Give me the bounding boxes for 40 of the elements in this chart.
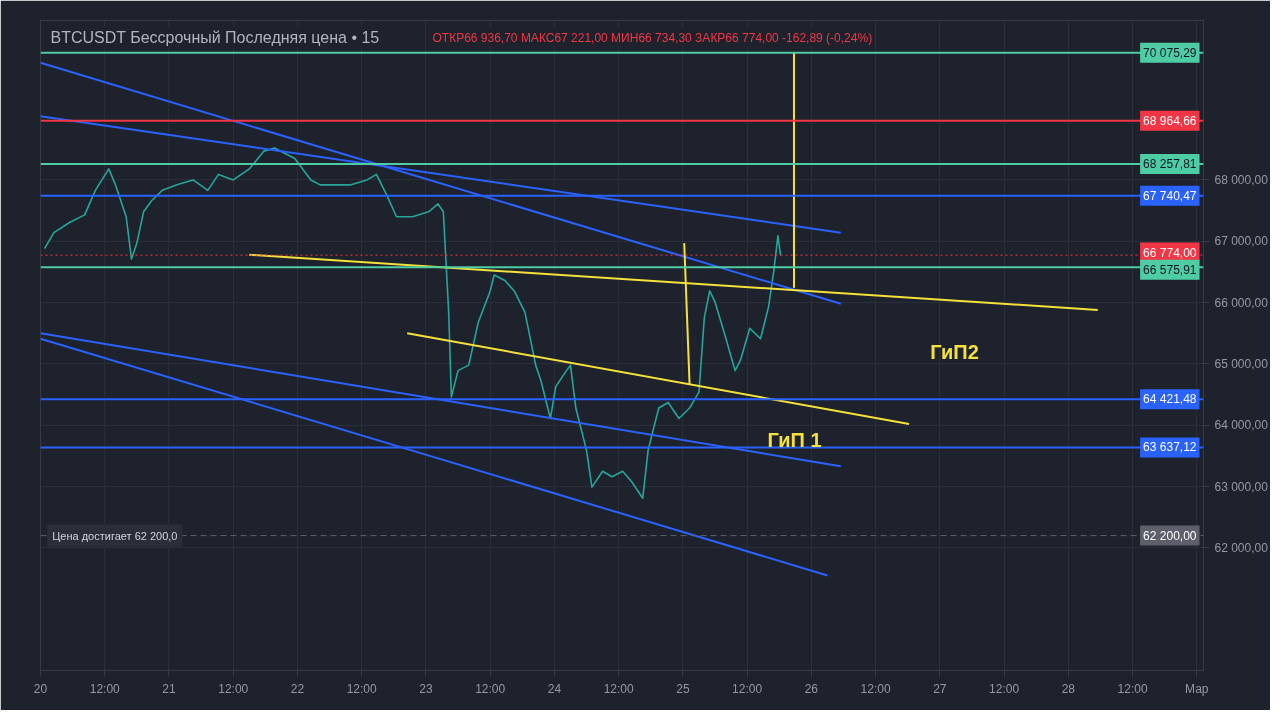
x-tick-label: 12:00: [603, 681, 634, 696]
ref-line-label: 68 257,81: [1143, 157, 1197, 172]
x-tick-label: 20: [33, 681, 48, 696]
y-tick-label: 64 000,00: [1214, 418, 1269, 433]
text: ОТКР66 936,70 МАКС67 221,00 МИН66 734,30 ЗАКР66 774,00 -162,89 (-0,24%): [432, 30, 873, 45]
x-tick-label: 25: [676, 681, 690, 696]
x-tick-label: 21: [162, 681, 176, 696]
y-tick-label: 63 000,00: [1214, 479, 1269, 494]
ref-line-label: 62 200,00: [1143, 528, 1197, 543]
x-tick-label: 27: [933, 681, 947, 696]
ref-line-label: 63 637,12: [1143, 440, 1197, 455]
annotation: ГиП2: [930, 341, 979, 363]
ref-line-label: 67 740,47: [1143, 188, 1197, 203]
x-tick-label: 12:00: [89, 681, 121, 696]
y-tick-label: 68 000,00: [1214, 172, 1269, 187]
y-tick-label: 66 000,00: [1214, 295, 1269, 310]
y-tick-label: 67 000,00: [1214, 234, 1269, 249]
annotation: ГиП 1: [767, 428, 822, 451]
x-tick-label: 24: [547, 681, 562, 696]
x-tick-label: 22: [290, 681, 305, 696]
x-tick-label: 12:00: [989, 681, 1020, 696]
x-tick-label: 28: [1061, 681, 1076, 696]
x-tick-label: 12:00: [860, 681, 891, 696]
x-tick-label: 12:00: [346, 681, 378, 696]
text: BTCUSDT Бессрочный Последняя цена • 15: [50, 28, 380, 46]
ref-line-label: 66 774,00: [1143, 245, 1197, 260]
x-tick-label: Мар: [1185, 681, 1209, 696]
x-tick-label: 26: [804, 681, 819, 696]
y-tick-label: 65 000,00: [1214, 356, 1269, 371]
ref-line-label: 68 964,66: [1143, 113, 1197, 128]
y-tick-label: 62 000,00: [1214, 540, 1269, 555]
x-tick-label: 12:00: [475, 681, 506, 696]
ref-line-label: 70 075,29: [1143, 45, 1197, 60]
annotation: Цена достигает 62 200,0: [52, 529, 178, 542]
ref-line-label: 64 421,48: [1143, 392, 1197, 407]
x-tick-label: 12:00: [732, 681, 763, 696]
x-tick-label: 12:00: [1117, 681, 1148, 696]
x-tick-label: 23: [419, 681, 433, 696]
x-tick-label: 12:00: [218, 681, 249, 696]
ref-line-label: 66 575,91: [1143, 262, 1197, 277]
